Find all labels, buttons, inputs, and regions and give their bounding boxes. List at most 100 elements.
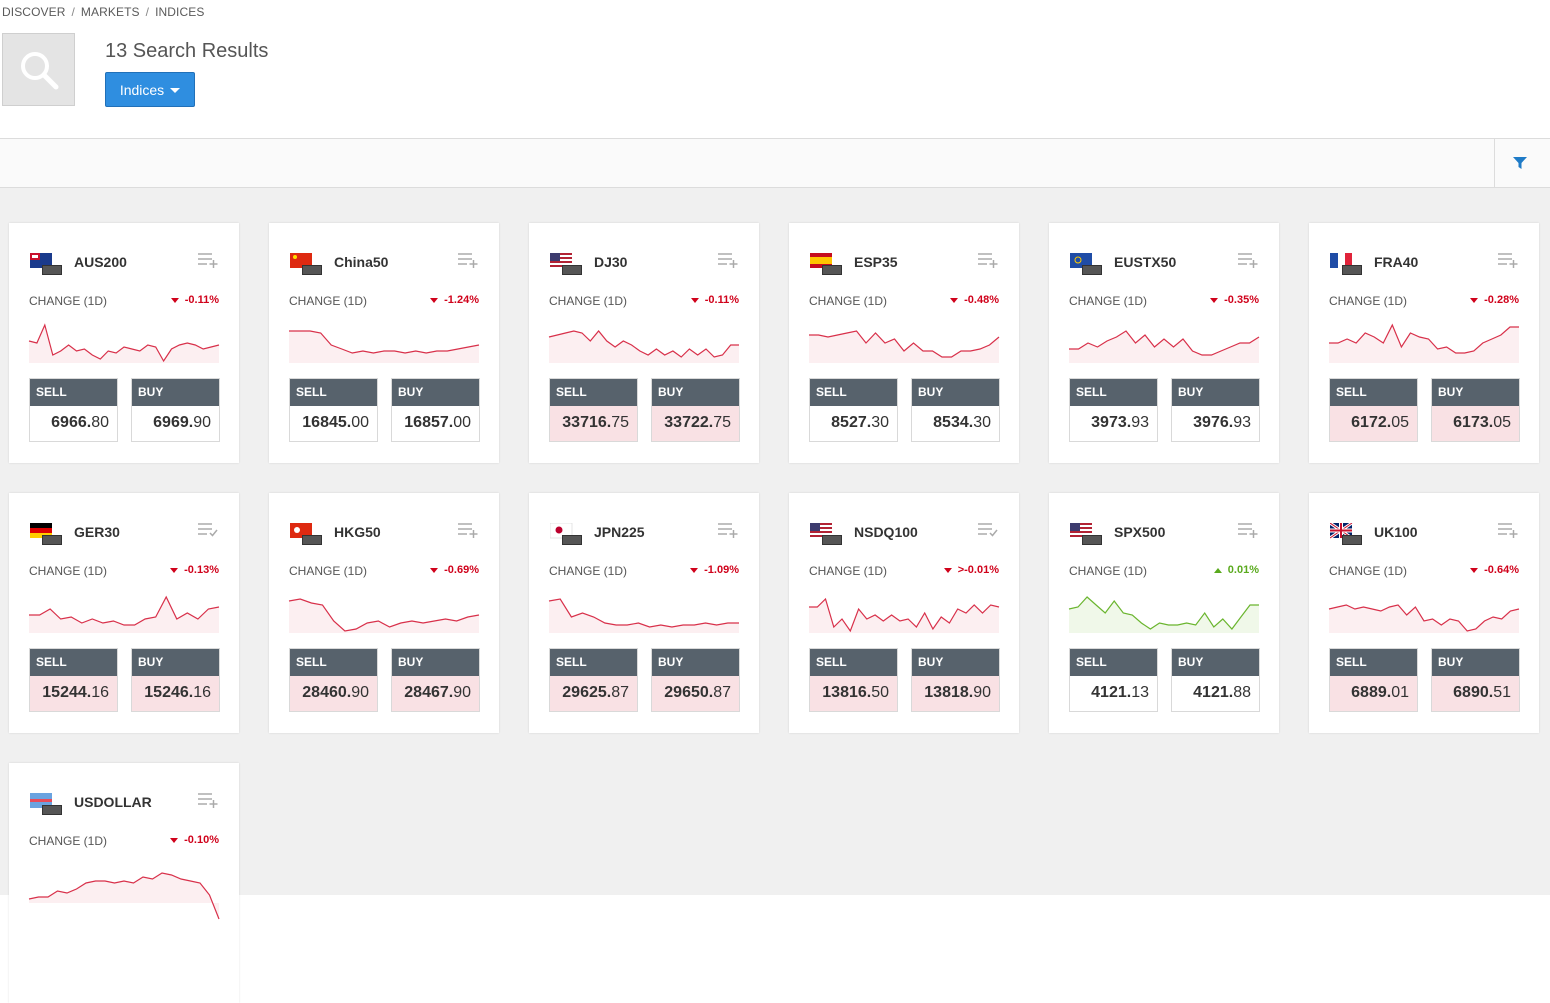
buy-button[interactable]: BUY 6173.05 [1431,378,1520,442]
buy-price-decimals: 90 [193,414,211,431]
sparkline-chart [809,323,1000,363]
breadcrumb-discover[interactable]: DISCOVER [2,5,66,19]
watchlist-add-icon[interactable] [1237,521,1259,539]
change-value: -0.10% [170,834,219,846]
sparkline-chart [1329,323,1519,363]
change-value: -0.69% [430,564,479,576]
flag-icon [1070,253,1102,275]
instrument-card[interactable]: DJ30 CHANGE (1D) -0.11% SELL 33716.75 BUY 3372… [529,223,759,463]
change-percent: -0.35% [1224,294,1259,306]
buy-button[interactable]: BUY 6890.51 [1431,648,1520,712]
sell-button[interactable]: SELL 4121.13 [1069,648,1158,712]
instrument-symbol[interactable]: China50 [334,254,389,270]
sell-button[interactable]: SELL 16845.00 [289,378,378,442]
watchlist-add-icon[interactable] [717,521,739,539]
instrument-card[interactable]: HKG50 CHANGE (1D) -0.69% SELL 28460.90 BUY 284… [269,493,499,733]
buy-label: BUY [652,379,739,406]
buy-price-decimals: 00 [453,414,471,431]
buy-button[interactable]: BUY 4121.88 [1171,648,1260,712]
sell-button[interactable]: SELL 33716.75 [549,378,638,442]
sell-button[interactable]: SELL 8527.30 [809,378,898,442]
instrument-symbol[interactable]: DJ30 [594,254,628,270]
sell-button[interactable]: SELL 15244.16 [29,648,118,712]
instrument-symbol[interactable]: UK100 [1374,524,1418,540]
buy-button[interactable]: BUY 28467.90 [391,648,480,712]
category-dropdown[interactable]: Indices [105,72,195,107]
sell-button[interactable]: SELL 13816.50 [809,648,898,712]
watchlist-add-icon[interactable] [197,251,219,269]
watchlist-add-icon[interactable] [197,791,219,809]
change-label: CHANGE (1D) [1069,294,1148,308]
filter-button[interactable] [1494,139,1544,187]
buy-button[interactable]: BUY 8534.30 [911,378,1000,442]
watchlist-add-icon[interactable] [1237,251,1259,269]
sell-button[interactable]: SELL 6889.01 [1329,648,1418,712]
sell-price: 28460.90 [290,676,377,711]
buy-button[interactable]: BUY 6969.90 [131,378,220,442]
watchlist-add-icon[interactable] [1497,251,1519,269]
search-button[interactable] [2,33,75,106]
change-percent: -0.13% [184,564,219,576]
instrument-symbol[interactable]: NSDQ100 [854,524,918,540]
change-label: CHANGE (1D) [809,564,888,578]
watchlist-add-icon[interactable] [977,251,999,269]
instrument-symbol[interactable]: GER30 [74,524,120,540]
arrow-down-icon [943,567,952,573]
instrument-symbol[interactable]: SPX500 [1114,524,1166,540]
instrument-symbol[interactable]: ESP35 [854,254,898,270]
filter-bar [0,138,1550,188]
sparkline-chart [28,863,220,920]
instrument-card[interactable]: SPX500 CHANGE (1D) 0.01% SELL 4121.13 BUY 4121… [1049,493,1279,733]
instrument-symbol[interactable]: FRA40 [1374,254,1419,270]
instrument-card[interactable]: JPN225 CHANGE (1D) -1.09% SELL 29625.87 BUY 29… [529,493,759,733]
watchlist-add-icon[interactable] [1497,521,1519,539]
instrument-card[interactable]: GER30 CHANGE (1D) -0.13% SELL 15244.16 BUY 152… [9,493,239,733]
instrument-card[interactable]: EUSTX50 CHANGE (1D) -0.35% SELL 3973.93 BUY 39… [1049,223,1279,463]
buy-button[interactable]: BUY 13818.90 [911,648,1000,712]
instrument-card[interactable]: FRA40 CHANGE (1D) -0.28% SELL 6172.05 BUY 6173… [1309,223,1539,463]
watchlist-added-icon[interactable] [977,521,999,539]
instrument-card[interactable]: NSDQ100 CHANGE (1D) >-0.01% SELL 13816.50 BUY… [789,493,1019,733]
buy-price: 6969.90 [132,406,219,441]
sell-button[interactable]: SELL 28460.90 [289,648,378,712]
buy-price-decimals: 90 [973,684,991,701]
instrument-card[interactable]: ESP35 CHANGE (1D) -0.48% SELL 8527.30 BUY 8534… [789,223,1019,463]
buy-price: 8534.30 [912,406,999,441]
sell-price-decimals: 93 [1131,414,1149,431]
change-label: CHANGE (1D) [549,294,628,308]
instrument-symbol[interactable]: AUS200 [74,254,127,270]
sell-button[interactable]: SELL 3973.93 [1069,378,1158,442]
instrument-symbol[interactable]: USDOLLAR [74,794,152,810]
instrument-card[interactable]: USDOLLAR CHANGE (1D) -0.10% [9,763,239,1003]
sell-price-main: 33716. [562,414,612,431]
buy-button[interactable]: BUY 16857.00 [391,378,480,442]
instrument-card[interactable]: UK100 CHANGE (1D) -0.64% SELL 6889.01 BUY 6890… [1309,493,1539,733]
sparkline-chart [548,593,739,633]
watchlist-add-icon[interactable] [717,251,739,269]
watchlist-add-icon[interactable] [457,521,479,539]
arrow-down-icon [170,567,179,573]
sell-button[interactable]: SELL 29625.87 [549,648,638,712]
instrument-symbol[interactable]: EUSTX50 [1114,254,1177,270]
flag-icon [30,523,62,545]
watchlist-add-icon[interactable] [457,251,479,269]
sell-button[interactable]: SELL 6966.80 [29,378,118,442]
sparkline-chart [548,323,739,363]
sell-button[interactable]: SELL 6172.05 [1329,378,1418,442]
buy-label: BUY [652,649,739,676]
instrument-card[interactable]: China50 CHANGE (1D) -1.24% SELL 16845.00 BUY 1… [269,223,499,463]
buy-label: BUY [912,379,999,406]
buy-button[interactable]: BUY 15246.16 [131,648,220,712]
instrument-card[interactable]: AUS200 CHANGE (1D) -0.11% SELL 6966.80 BUY 696… [9,223,239,463]
instrument-symbol[interactable]: JPN225 [594,524,645,540]
arrow-down-icon [690,567,699,573]
watchlist-added-icon[interactable] [197,521,219,539]
breadcrumb-markets[interactable]: MARKETS [80,5,140,19]
buy-button[interactable]: BUY 33722.75 [651,378,740,442]
arrow-down-icon [1210,297,1219,303]
change-value: -0.48% [950,294,999,306]
buy-button[interactable]: BUY 29650.87 [651,648,740,712]
sparkline-chart [809,593,1000,633]
instrument-symbol[interactable]: HKG50 [334,524,381,540]
buy-button[interactable]: BUY 3976.93 [1171,378,1260,442]
